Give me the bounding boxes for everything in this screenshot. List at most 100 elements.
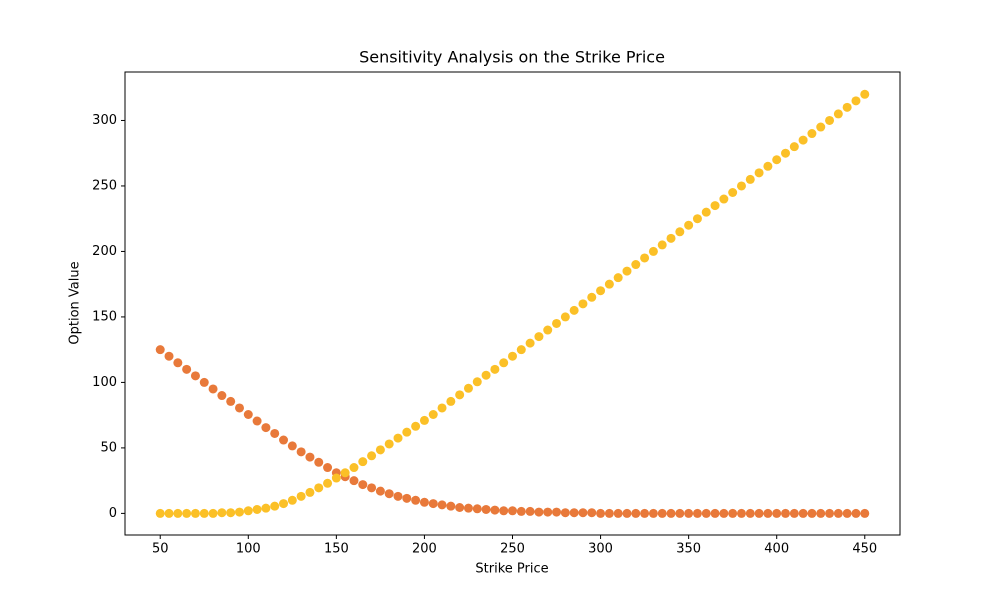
scatter-point xyxy=(305,487,315,497)
scatter-point xyxy=(173,358,183,368)
scatter-point xyxy=(261,423,271,433)
y-tick-label: 100 xyxy=(92,375,117,390)
scatter-point xyxy=(199,508,209,518)
scatter-point xyxy=(587,292,597,302)
scatter-point xyxy=(375,486,385,496)
scatter-point xyxy=(279,435,289,445)
scatter-point xyxy=(534,332,544,342)
scatter-point xyxy=(305,452,315,462)
scatter-point xyxy=(798,135,808,145)
scatter-point xyxy=(622,266,632,276)
scatter-point xyxy=(816,508,826,518)
x-tick-label: 100 xyxy=(236,542,261,557)
scatter-point xyxy=(684,220,694,230)
scatter-point xyxy=(657,508,667,518)
scatter-point xyxy=(287,495,297,505)
scatter-point xyxy=(851,96,861,106)
scatter-point xyxy=(226,508,236,518)
scatter-point xyxy=(463,383,473,393)
scatter-point xyxy=(455,502,465,512)
scatter-point xyxy=(155,508,165,518)
scatter-point xyxy=(781,148,791,158)
scatter-point xyxy=(622,508,632,518)
scatter-point xyxy=(375,445,385,455)
scatter-point xyxy=(463,503,473,513)
scatter-point xyxy=(243,410,253,420)
scatter-point xyxy=(270,501,280,511)
scatter-point xyxy=(763,161,773,171)
scatter-point xyxy=(419,497,429,507)
scatter-point xyxy=(534,507,544,517)
scatter-point xyxy=(772,508,782,518)
scatter-point xyxy=(596,286,606,296)
scatter-point xyxy=(825,508,835,518)
scatter-point xyxy=(710,201,720,211)
x-tick-label: 450 xyxy=(852,542,877,557)
scatter-point xyxy=(657,240,667,250)
scatter-point xyxy=(428,499,438,509)
scatter-point xyxy=(243,506,253,516)
plot-area xyxy=(155,89,870,518)
scatter-point xyxy=(217,391,227,401)
scatter-point xyxy=(472,377,482,387)
scatter-point xyxy=(472,504,482,514)
x-tick-label: 400 xyxy=(764,542,789,557)
scatter-point xyxy=(701,207,711,217)
scatter-point xyxy=(499,358,509,368)
y-tick-label: 250 xyxy=(92,178,117,193)
scatter-point xyxy=(226,396,236,406)
scatter-point xyxy=(367,483,377,493)
scatter-point xyxy=(164,508,174,518)
scatter-point xyxy=(701,508,711,518)
scatter-point xyxy=(252,416,262,426)
scatter-point xyxy=(164,351,174,361)
x-tick-label: 350 xyxy=(676,542,701,557)
scatter-point xyxy=(190,371,200,381)
y-tick-label: 200 xyxy=(92,244,117,259)
scatter-point xyxy=(428,410,438,420)
scatter-point xyxy=(842,508,852,518)
scatter-point xyxy=(323,463,333,473)
scatter-point xyxy=(728,187,738,197)
scatter-point xyxy=(508,506,517,516)
scatter-point xyxy=(331,473,341,483)
scatter-point xyxy=(199,377,209,387)
scatter-point xyxy=(367,451,377,461)
scatter-point xyxy=(393,433,403,443)
scatter-point xyxy=(736,181,746,191)
y-axis-label: Option Value xyxy=(68,261,83,344)
scatter-point xyxy=(499,506,509,516)
scatter-point xyxy=(560,508,570,518)
x-tick-label: 300 xyxy=(588,542,613,557)
scatter-point xyxy=(648,246,658,256)
y-tick-label: 150 xyxy=(92,309,117,324)
scatter-point xyxy=(631,508,641,518)
scatter-point xyxy=(419,415,429,425)
scatter-point xyxy=(296,491,306,501)
scatter-point xyxy=(252,504,262,514)
scatter-point xyxy=(833,109,843,119)
scatter-point xyxy=(402,427,412,437)
scatter-point xyxy=(666,508,676,518)
scatter-point xyxy=(323,478,333,488)
scatter-point xyxy=(490,364,500,374)
x-tick-label: 150 xyxy=(324,542,349,557)
scatter-point xyxy=(754,168,764,178)
scatter-point xyxy=(261,503,271,513)
scatter-point xyxy=(516,506,526,516)
scatter-point xyxy=(587,508,597,518)
scatter-point xyxy=(481,504,491,514)
scatter-point xyxy=(833,508,843,518)
scatter-point xyxy=(287,441,297,451)
scatter-point xyxy=(860,89,870,99)
scatter-point xyxy=(543,325,553,335)
scatter-point xyxy=(640,253,650,263)
scatter-point xyxy=(340,468,350,478)
scatter-point xyxy=(358,480,368,490)
scatter-point xyxy=(578,299,588,309)
scatter-point xyxy=(578,508,588,518)
scatter-point xyxy=(314,483,324,493)
scatter-point xyxy=(446,501,456,511)
scatter-point xyxy=(684,508,694,518)
x-tick-label: 250 xyxy=(500,542,525,557)
